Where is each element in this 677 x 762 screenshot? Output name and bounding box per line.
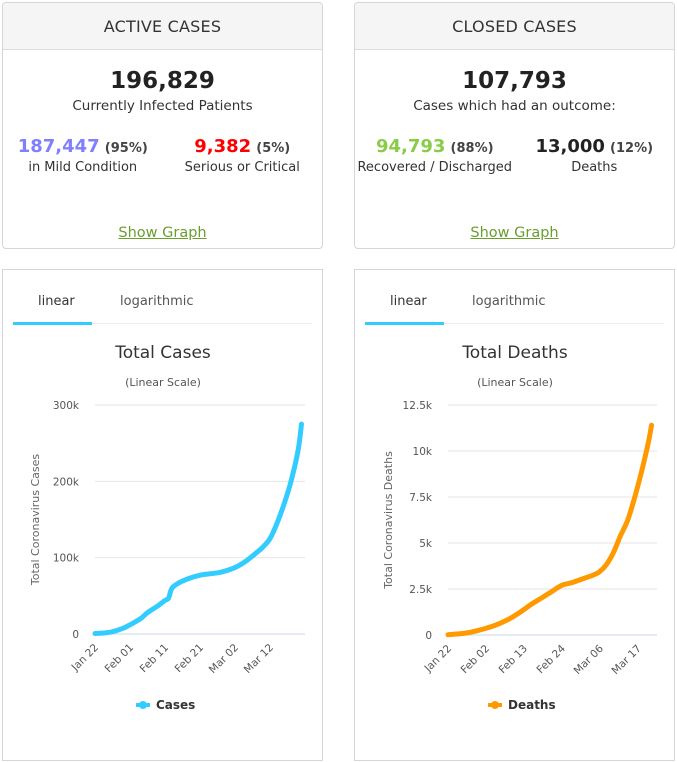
mild-value: 187,447: [17, 136, 100, 157]
deaths-value: 13,000: [535, 136, 605, 157]
chart-title: Total Deaths: [461, 343, 568, 363]
total-cases-chart: Total Cases (Linear Scale) 0 100k 200k 300k To…: [29, 343, 305, 712]
deaths-scale-tabs: linear logarithmic: [365, 284, 664, 325]
series-line-cases: [92, 421, 304, 637]
total-cases-chart-panel: linear logarithmic Total Cases (Linear Sc…: [2, 269, 323, 761]
cases-scale-tabs: linear logarithmic: [13, 284, 312, 325]
total-deaths-chart-panel: linear logarithmic Total Deaths (Linear S…: [354, 269, 675, 761]
legend-label: Cases: [156, 698, 195, 712]
tab-linear[interactable]: linear: [38, 294, 75, 309]
deaths-stat: 13,000 (12%) Deaths: [515, 136, 675, 175]
y-tick-label: 10k: [413, 446, 433, 458]
x-tick-label: Feb 13: [497, 643, 530, 676]
active-total-label: Currently Infected Patients: [72, 98, 253, 114]
recovered-stat: 94,793 (88%) Recovered / Discharged: [355, 136, 515, 175]
active-tab-indicator: [13, 322, 92, 325]
active-cases-panel: ACTIVE CASES 196,829 Currently Infected …: [2, 2, 323, 249]
series-line-deaths: [445, 422, 655, 638]
x-tick-label: Feb 24: [535, 642, 569, 676]
y-tick-label: 0: [425, 630, 432, 642]
x-tick-label: Feb 21: [173, 642, 206, 675]
y-tick-label: 300k: [53, 400, 80, 412]
y-tick-label: 100k: [53, 553, 80, 565]
x-tick-label: Mar 12: [242, 642, 276, 676]
y-tick-label: 5k: [419, 538, 433, 550]
critical-stat: 9,382 (5%) Serious or Critical: [163, 136, 323, 175]
critical-percent: (5%): [256, 141, 291, 156]
chart-title: Total Cases: [114, 343, 211, 363]
closed-total-label: Cases which had an outcome:: [413, 98, 616, 114]
active-cases-header: ACTIVE CASES: [3, 3, 322, 50]
legend-marker: [139, 701, 147, 709]
y-axis-label: Total Coronavirus Cases: [29, 454, 42, 587]
deaths-label: Deaths: [571, 160, 618, 175]
y-tick-label: 0: [72, 629, 79, 641]
x-tick-label: Mar 17: [610, 643, 644, 677]
deaths-percent: (12%): [610, 141, 654, 156]
chart-subtitle: (Linear Scale): [477, 376, 553, 389]
recovered-label: Recovered / Discharged: [357, 160, 513, 175]
x-tick-label: Mar 02: [207, 642, 241, 676]
closed-show-graph-link[interactable]: Show Graph: [470, 225, 559, 241]
active-tab-indicator: [365, 322, 444, 325]
legend-label: Deaths: [508, 698, 556, 712]
x-tick-label: Feb 02: [459, 643, 492, 676]
critical-value: 9,382: [194, 136, 252, 157]
mild-percent: (95%): [104, 141, 148, 156]
x-tick-label: Jan 22: [422, 643, 454, 675]
x-tick-label: Feb 11: [138, 642, 171, 675]
critical-label: Serious or Critical: [184, 160, 300, 175]
mild-label: in Mild Condition: [28, 160, 138, 175]
tab-logarithmic[interactable]: logarithmic: [120, 294, 194, 309]
recovered-value: 94,793: [375, 136, 446, 157]
closed-cases-header: CLOSED CASES: [355, 3, 674, 50]
total-deaths-chart: Total Deaths (Linear Scale) 0 2.5k 5k 7.5k 10k…: [382, 343, 657, 712]
chart-subtitle: (Linear Scale): [125, 376, 201, 389]
active-total: 196,829: [110, 68, 215, 94]
tab-linear[interactable]: linear: [390, 294, 427, 309]
legend-marker: [491, 701, 499, 709]
y-tick-label: 200k: [53, 476, 80, 488]
tab-logarithmic[interactable]: logarithmic: [472, 294, 546, 309]
recovered-percent: (88%): [450, 141, 494, 156]
mild-stat: 187,447 (95%) in Mild Condition: [3, 136, 163, 175]
x-tick-label: Mar 06: [572, 642, 607, 677]
closed-cases-panel: CLOSED CASES 107,793 Cases which had an …: [354, 2, 675, 249]
closed-total: 107,793: [462, 68, 567, 94]
y-tick-label: 2.5k: [409, 584, 433, 596]
y-axis-label: Total Coronavirus Deaths: [382, 451, 395, 590]
y-tick-label: 7.5k: [409, 492, 433, 504]
x-tick-label: Feb 01: [103, 642, 136, 675]
active-show-graph-link[interactable]: Show Graph: [118, 225, 207, 241]
y-tick-label: 12.5k: [403, 400, 433, 412]
x-tick-label: Jan 22: [69, 642, 101, 674]
